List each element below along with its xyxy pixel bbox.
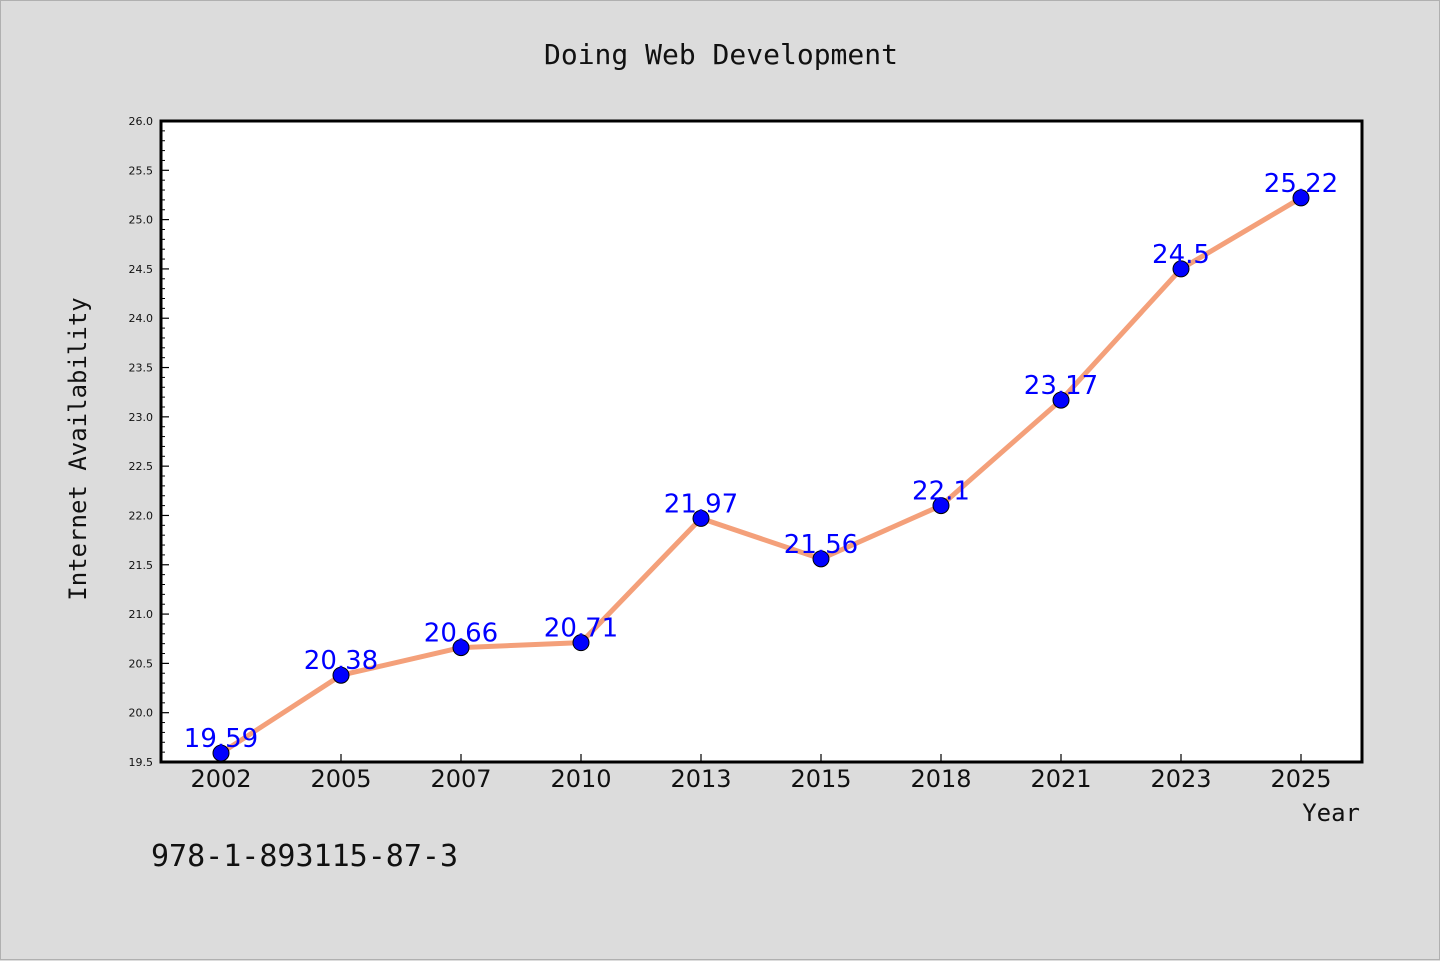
x-tick-label: 2021 — [1030, 765, 1091, 793]
data-label: 25.22 — [1264, 169, 1338, 199]
y-tick-label: 19.5 — [129, 756, 154, 769]
data-label: 22.1 — [912, 477, 970, 507]
chart-title: Doing Web Development — [544, 38, 898, 71]
data-point — [812, 550, 830, 568]
y-axis: 19.5 20.0 20.5 21.0 21.5 22.0 22.5 23.0 23.5 24.0… — [129, 115, 169, 769]
data-point — [332, 666, 350, 684]
series-line-group: 19.59 20.38 20.66 20.71 21.97 21.56 22.1 23.17 2… — [184, 169, 1338, 762]
y-tick-label: 26.0 — [129, 115, 154, 128]
y-tick-label: 20.0 — [129, 707, 154, 720]
data-point — [1292, 189, 1310, 207]
x-tick-label: 2002 — [190, 765, 251, 793]
data-point — [1052, 391, 1070, 409]
data-label: 20.71 — [544, 614, 618, 644]
x-tick-label: 2018 — [910, 765, 971, 793]
y-tick-label: 21.5 — [129, 559, 154, 572]
x-tick-label: 2015 — [790, 765, 851, 793]
data-label: 23.17 — [1024, 371, 1098, 401]
data-label: 21.56 — [784, 530, 858, 560]
series-line — [218, 195, 1304, 756]
data-point — [932, 497, 950, 515]
data-point — [1172, 260, 1190, 278]
x-axis: 2002 2005 2007 2010 2013 2015 2018 2021 2023 2025 — [190, 754, 1332, 793]
y-tick-label: 22.0 — [129, 509, 154, 522]
y-axis-label: Internet Availability — [64, 297, 92, 600]
y-tick-label: 23.0 — [129, 411, 154, 424]
data-point — [572, 634, 590, 652]
plot-area — [159, 119, 1364, 764]
x-axis-label: Year — [1302, 799, 1360, 827]
y-tick-label: 24.0 — [129, 312, 154, 325]
y-tick-label: 24.5 — [129, 263, 154, 276]
data-label: 19.59 — [184, 724, 258, 754]
data-point — [692, 509, 710, 527]
data-label: 24.5 — [1152, 240, 1210, 270]
data-label: 20.38 — [304, 646, 378, 676]
x-tick-label: 2013 — [670, 765, 731, 793]
data-label: 20.66 — [424, 619, 498, 649]
y-tick-label: 20.5 — [129, 657, 154, 670]
x-tick-label: 2010 — [550, 765, 611, 793]
y-tick-label: 25.0 — [129, 214, 154, 227]
x-tick-label: 2023 — [1150, 765, 1211, 793]
y-tick-label: 25.5 — [129, 164, 154, 177]
x-tick-label: 2025 — [1270, 765, 1331, 793]
isbn-text: 978-1-893115-87-3 — [151, 839, 458, 874]
y-tick-label: 23.5 — [129, 362, 154, 375]
data-point — [212, 744, 230, 762]
x-tick-label: 2007 — [430, 765, 491, 793]
data-point — [452, 639, 470, 657]
y-tick-label: 21.0 — [129, 608, 154, 621]
y-tick-label: 22.5 — [129, 460, 154, 473]
x-tick-label: 2005 — [310, 765, 371, 793]
data-label: 21.97 — [664, 489, 738, 519]
